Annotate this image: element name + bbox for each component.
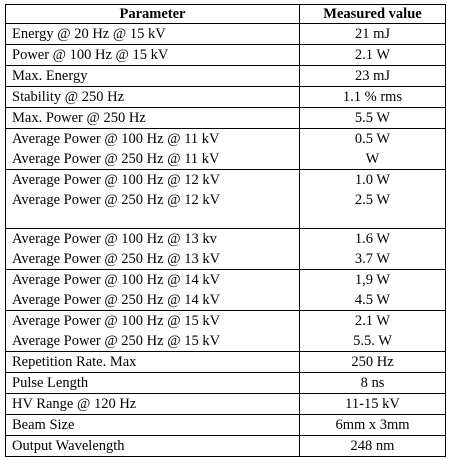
- measured-value: 8 ns: [360, 375, 385, 391]
- parameter-label: HV Range @ 120 Hz: [12, 396, 137, 412]
- parameter-label: Max. Energy: [12, 68, 88, 84]
- parameter-label: Repetition Rate. Max: [12, 354, 137, 370]
- parameter-cell: Pulse Length: [5, 372, 300, 394]
- parameter-label: Average Power @ 100 Hz @ 15 kV: [12, 313, 221, 329]
- measured-value: 1,9 W: [354, 272, 391, 288]
- parameter-cell: Beam Size: [5, 414, 300, 436]
- table-row: Average Power @ 100 Hz @ 11 kV Average Po…: [5, 128, 446, 170]
- parameter-label: Energy @ 20 Hz @ 15 kV: [12, 26, 166, 42]
- measured-value-cell: 6mm x 3mm: [299, 414, 446, 436]
- parameter-label: Pulse Length: [12, 375, 89, 391]
- table-row: HV Range @ 120 Hz 11-15 kV: [5, 393, 446, 415]
- measured-value: 5.5 W: [354, 110, 391, 126]
- measured-value: 248 nm: [350, 438, 395, 454]
- table-body: Energy @ 20 Hz @ 15 kV 21 mJ Power @ 100 H…: [5, 23, 446, 457]
- measured-value-cell: 250 Hz: [299, 351, 446, 373]
- measured-value: 2.1 W: [354, 47, 391, 63]
- table-header-row: Parameter Measured value: [5, 4, 446, 24]
- measured-value-cell: 11-15 kV: [299, 393, 446, 415]
- measured-value: 5.5. W: [353, 333, 392, 349]
- parameter-label: Power @ 100 Hz @ 15 kV: [12, 47, 169, 63]
- measured-value: 4.5 W: [354, 292, 391, 308]
- parameter-cell: Max. Energy: [5, 65, 300, 87]
- table-row: Average Power @ 100 Hz @ 15 kV Average Po…: [5, 310, 446, 352]
- measured-value-cell: 8 ns: [299, 372, 446, 394]
- measured-value-cell: 2.1 W 5.5. W: [299, 310, 446, 352]
- table-row: Output Wavelength 248 nm: [5, 435, 446, 457]
- parameter-cell: Average Power @ 100 Hz @ 13 kv Average Po…: [5, 228, 300, 270]
- measured-value-cell: 248 nm: [299, 435, 446, 457]
- parameter-label: Average Power @ 100 Hz @ 13 kv: [12, 231, 217, 247]
- header-parameter: Parameter: [5, 4, 300, 24]
- table-row: Max. Power @ 250 Hz 5.5 W: [5, 107, 446, 129]
- parameter-cell: Max. Power @ 250 Hz: [5, 107, 300, 129]
- parameter-cell: Average Power @ 100 Hz @ 15 kV Average Po…: [5, 310, 300, 352]
- measured-value: 3.7 W: [354, 251, 391, 267]
- table-row: Stability @ 250 Hz 1.1 % rms: [5, 86, 446, 108]
- table-row: Max. Energy 23 mJ: [5, 65, 446, 87]
- measured-value-cell: 21 mJ: [299, 23, 446, 45]
- measured-value: 1.0 W: [354, 172, 391, 188]
- parameter-label: Average Power @ 100 Hz @ 12 kV: [12, 172, 221, 188]
- measured-value: 1.6 W: [354, 231, 391, 247]
- table-row: Average Power @ 100 Hz @ 13 kv Average Po…: [5, 228, 446, 270]
- parameter-cell: Power @ 100 Hz @ 15 kV: [5, 44, 300, 66]
- measured-value: 1.1 % rms: [342, 89, 403, 105]
- parameter-cell: Repetition Rate. Max: [5, 351, 300, 373]
- parameter-label: Beam Size: [12, 417, 75, 433]
- parameter-label: Average Power @ 250 Hz @ 12 kV: [12, 192, 221, 208]
- measured-value: 11-15 kV: [345, 396, 400, 412]
- measured-value: 0.5 W: [354, 131, 391, 147]
- measured-value-cell: 2.1 W: [299, 44, 446, 66]
- table-row: Beam Size 6mm x 3mm: [5, 414, 446, 436]
- parameter-table: Parameter Measured value Energy @ 20 Hz …: [5, 4, 446, 457]
- measured-value: 2.5 W: [354, 192, 391, 208]
- parameter-label: Stability @ 250 Hz: [12, 89, 125, 105]
- parameter-label: Average Power @ 100 Hz @ 14 kV: [12, 272, 221, 288]
- parameter-cell: HV Range @ 120 Hz: [5, 393, 300, 415]
- measured-value: 21 mJ: [354, 26, 391, 42]
- measured-value-cell: 5.5 W: [299, 107, 446, 129]
- measured-value: 23 mJ: [354, 68, 391, 84]
- parameter-label: Average Power @ 100 Hz @ 11 kV: [12, 131, 220, 147]
- parameter-cell: Stability @ 250 Hz: [5, 86, 300, 108]
- measured-value-cell: 0.5 W W: [299, 128, 446, 170]
- parameter-label: Average Power @ 250 Hz @ 11 kV: [12, 151, 220, 167]
- measured-value-cell: 1.1 % rms: [299, 86, 446, 108]
- table-row: Energy @ 20 Hz @ 15 kV 21 mJ: [5, 23, 446, 45]
- measured-value: 250 Hz: [351, 354, 394, 370]
- table-row: Pulse Length 8 ns: [5, 372, 446, 394]
- measured-value: W: [365, 151, 380, 167]
- parameter-label: Max. Power @ 250 Hz: [12, 110, 146, 126]
- parameter-table-container: Parameter Measured value Energy @ 20 Hz …: [5, 4, 446, 457]
- measured-value-cell: 1.0 W 2.5 W: [299, 169, 446, 229]
- measured-value-cell: 1.6 W 3.7 W: [299, 228, 446, 270]
- measured-value: 6mm x 3mm: [335, 417, 410, 433]
- table-row: Average Power @ 100 Hz @ 14 kV Average Po…: [5, 269, 446, 311]
- table-row: Average Power @ 100 Hz @ 12 kV Average Po…: [5, 169, 446, 229]
- parameter-cell: Energy @ 20 Hz @ 15 kV: [5, 23, 300, 45]
- parameter-label: Output Wavelength: [12, 438, 125, 454]
- parameter-cell: Output Wavelength: [5, 435, 300, 457]
- parameter-cell: Average Power @ 100 Hz @ 11 kV Average Po…: [5, 128, 300, 170]
- parameter-cell: Average Power @ 100 Hz @ 12 kV Average Po…: [5, 169, 300, 229]
- measured-value: 2.1 W: [354, 313, 391, 329]
- parameter-label: Average Power @ 250 Hz @ 14 kV: [12, 292, 221, 308]
- parameter-label: Average Power @ 250 Hz @ 13 kV: [12, 251, 221, 267]
- table-row: Repetition Rate. Max 250 Hz: [5, 351, 446, 373]
- table-row: Power @ 100 Hz @ 15 kV 2.1 W: [5, 44, 446, 66]
- header-measured-value: Measured value: [299, 4, 446, 24]
- parameter-cell: Average Power @ 100 Hz @ 14 kV Average Po…: [5, 269, 300, 311]
- measured-value-cell: 23 mJ: [299, 65, 446, 87]
- parameter-label: Average Power @ 250 Hz @ 15 kV: [12, 333, 221, 349]
- measured-value-cell: 1,9 W 4.5 W: [299, 269, 446, 311]
